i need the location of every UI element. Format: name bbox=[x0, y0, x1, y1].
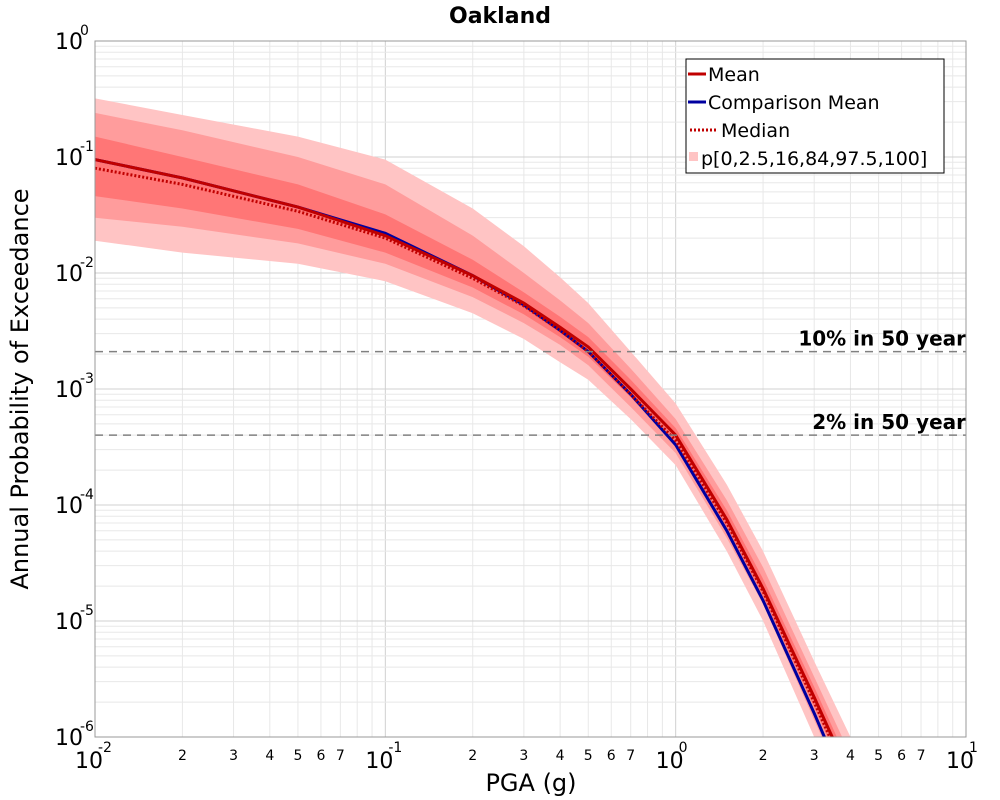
reference-line-label-1: 2% in 50 year bbox=[812, 410, 966, 434]
legend-swatch-percentiles bbox=[689, 152, 698, 161]
x-minor-tick-label: 3 bbox=[519, 748, 528, 764]
legend-label-comparison-mean: Comparison Mean bbox=[708, 92, 880, 114]
x-tick-label: 10 bbox=[656, 749, 684, 774]
x-tick-label: 10 bbox=[75, 749, 103, 774]
percentile-band-0 bbox=[95, 98, 851, 737]
y-tick-exponent: -6 bbox=[80, 719, 94, 735]
y-tick-label: 10 bbox=[55, 146, 83, 171]
x-minor-tick-label: 2 bbox=[468, 748, 477, 764]
legend-label-mean: Mean bbox=[708, 64, 760, 86]
reference-lines: 10% in 50 year 2% in 50 year bbox=[95, 327, 966, 436]
legend-box bbox=[685, 58, 945, 174]
y-tick-label: 10 bbox=[55, 378, 83, 403]
percentile-band-2 bbox=[95, 136, 837, 737]
x-tick-label: 10 bbox=[946, 749, 974, 774]
y-tick-label: 10 bbox=[55, 726, 83, 751]
y-tick-label: 10 bbox=[55, 494, 83, 519]
x-minor-tick-label: 2 bbox=[178, 748, 187, 764]
x-tick-exponent: 0 bbox=[679, 740, 688, 756]
y-tick-exponent: -4 bbox=[80, 487, 94, 503]
y-tick-exponent: -2 bbox=[80, 255, 94, 271]
reference-line-label-0: 10% in 50 year bbox=[798, 327, 966, 351]
x-minor-tick-label: 4 bbox=[556, 748, 565, 764]
series-lines bbox=[95, 158, 834, 737]
x-minor-tick-label: 7 bbox=[917, 748, 926, 764]
x-minor-tick-label: 5 bbox=[874, 748, 883, 764]
y-tick-label: 10 bbox=[55, 30, 83, 55]
y-axis-label: Annual Probability of Exceedance bbox=[6, 188, 34, 589]
x-tick-exponent: -1 bbox=[388, 740, 402, 756]
y-tick-label: 10 bbox=[55, 610, 83, 635]
x-minor-tick-label: 4 bbox=[846, 748, 855, 764]
x-minor-tick-label: 6 bbox=[897, 748, 906, 764]
x-minor-tick-label: 6 bbox=[316, 748, 325, 764]
x-minor-tick-label: 6 bbox=[607, 748, 616, 764]
series-line-mean bbox=[95, 158, 834, 737]
x-minor-tick-label: 7 bbox=[626, 748, 635, 764]
y-tick-exponent: -5 bbox=[80, 603, 94, 619]
x-minor-tick-label: 5 bbox=[293, 748, 302, 764]
plot-frame bbox=[94, 40, 967, 738]
y-tick-exponent: 0 bbox=[80, 23, 89, 39]
y-tick-label: 10 bbox=[55, 262, 83, 287]
y-tick-exponent: -1 bbox=[80, 139, 94, 155]
x-minor-tick-label: 4 bbox=[265, 748, 274, 764]
x-minor-tick-label: 7 bbox=[336, 748, 345, 764]
y-tick-exponent: -3 bbox=[80, 371, 94, 387]
x-minor-tick-label: 3 bbox=[229, 748, 238, 764]
x-tick-exponent: 1 bbox=[969, 740, 978, 756]
x-minor-tick-label: 2 bbox=[759, 748, 768, 764]
x-tick-exponent: -2 bbox=[98, 740, 112, 756]
legend: Mean Comparison Mean Median p[0,2.5,16,8… bbox=[685, 58, 945, 174]
legend-label-percentiles: p[0,2.5,16,84,97.5,100] bbox=[701, 148, 927, 170]
x-minor-tick-label: 5 bbox=[584, 748, 593, 764]
x-tick-label: 10 bbox=[365, 749, 393, 774]
x-minor-tick-label: 3 bbox=[810, 748, 819, 764]
chart-title: Oakland bbox=[449, 4, 551, 29]
x-axis-label: PGA (g) bbox=[485, 769, 576, 797]
legend-label-median: Median bbox=[721, 120, 790, 142]
